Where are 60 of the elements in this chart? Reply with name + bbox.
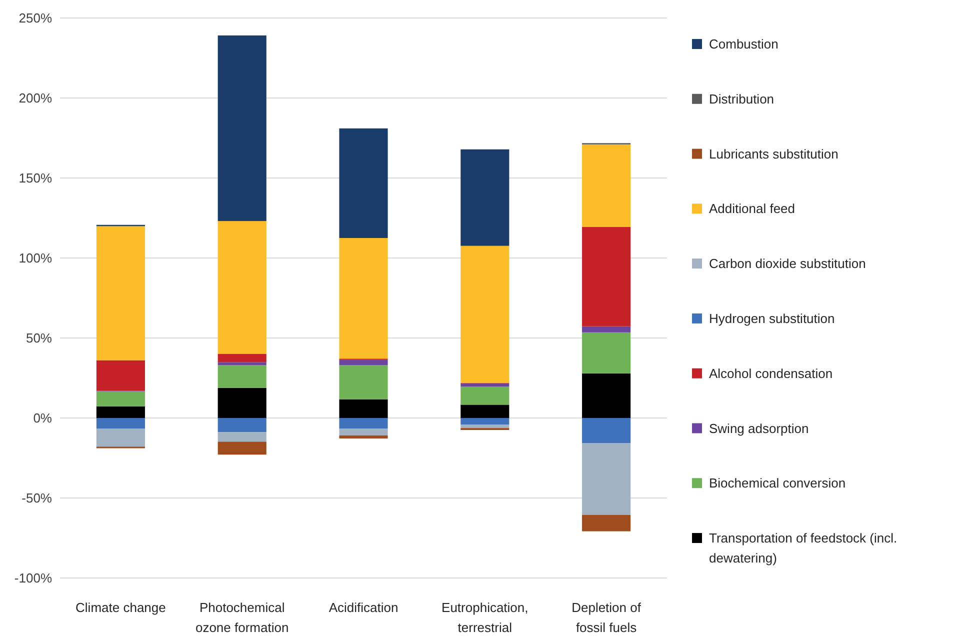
bar (218, 362, 266, 366)
bar (339, 365, 388, 400)
bar (339, 399, 388, 418)
bar (218, 388, 266, 418)
legend-label: Carbon dioxide substitution (709, 256, 866, 272)
bar (582, 226, 631, 326)
bar (218, 35, 266, 222)
bar (582, 443, 631, 515)
bar (460, 386, 510, 405)
x-tick-label: Depletion of fossil fuels (572, 600, 642, 635)
bar (96, 418, 145, 429)
bar (460, 404, 510, 418)
bar (582, 332, 631, 374)
y-tick-label: 50% (26, 330, 52, 346)
legend-label: Swing adsorption (709, 420, 809, 436)
legend-label: Additional feed (709, 201, 796, 216)
y-tick-label: 0% (33, 410, 52, 426)
bar (218, 221, 266, 354)
y-tick-label: -100% (14, 570, 52, 586)
bar (218, 418, 266, 432)
bar (339, 428, 388, 436)
bar (339, 435, 388, 438)
bar (218, 365, 266, 388)
y-tick-label: 250% (18, 10, 52, 26)
bar (582, 373, 631, 418)
legend-label: Alcohol condensation (709, 366, 833, 381)
bar (582, 514, 631, 532)
bar (96, 360, 145, 391)
bar (339, 128, 388, 238)
legend-label: Distribution (709, 91, 774, 106)
bar (218, 432, 266, 442)
bar (582, 144, 631, 227)
legend-label: Combustion (709, 36, 778, 52)
bar (582, 326, 631, 332)
legend-label: Hydrogen substitution (709, 310, 835, 326)
bar (96, 226, 145, 360)
bar (339, 360, 388, 366)
bar (460, 424, 510, 428)
bar (460, 149, 510, 246)
bar (218, 442, 266, 455)
x-tick-label: Eutrophication, terrestrial (442, 600, 528, 635)
bar (96, 391, 145, 406)
x-tick-label: Photochemical ozone formation (195, 600, 289, 635)
legend-label: Lubricants substitution (709, 146, 838, 162)
y-tick-label: 150% (18, 170, 52, 186)
bar (582, 418, 631, 444)
bar (96, 428, 145, 447)
bar (339, 418, 388, 429)
bar (218, 354, 266, 362)
legend-label: Biochemical conversion (709, 476, 846, 491)
x-tick-label: Climate change (76, 600, 166, 615)
bar (460, 418, 510, 425)
bar (96, 406, 145, 418)
bar (339, 238, 388, 359)
legend-label: Transportation of feedstock (incl. dewatering) (709, 530, 898, 566)
y-tick-label: 200% (18, 90, 52, 106)
y-tick-label: -50% (22, 490, 52, 506)
x-tick-label: Acidification (328, 600, 398, 615)
bar (460, 246, 510, 383)
y-tick-label: 100% (18, 250, 52, 266)
